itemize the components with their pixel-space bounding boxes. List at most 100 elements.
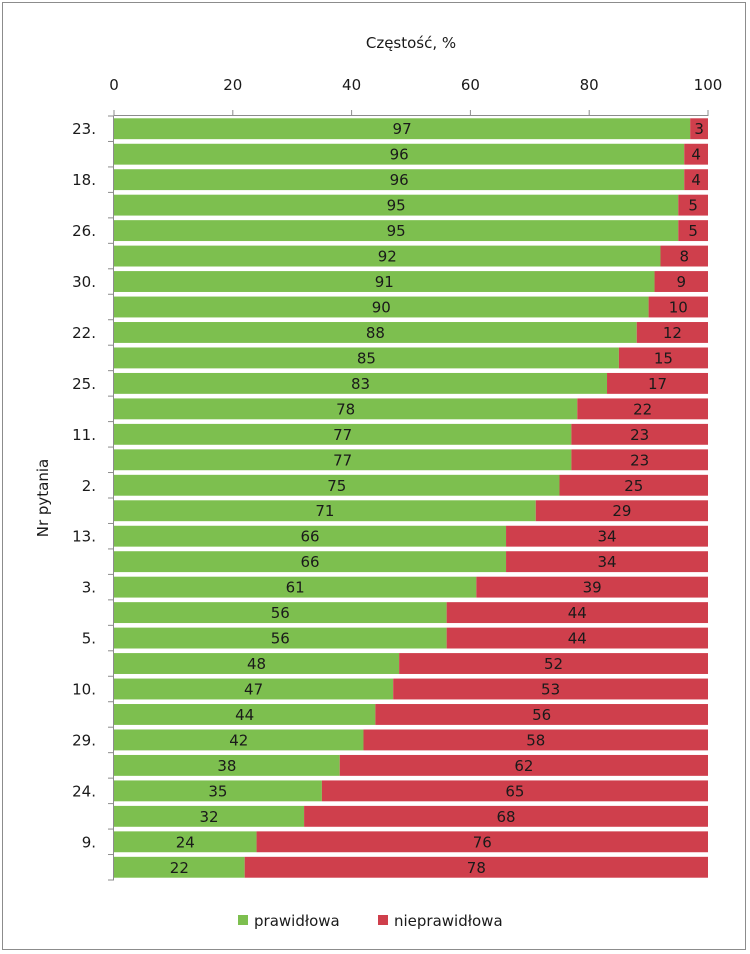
label-nieprawidlowa-1: 4: [691, 146, 701, 164]
bar-nieprawidlowa-13: [571, 449, 708, 471]
y-tick-label-26: 24.: [72, 782, 96, 800]
label-prawidlowa-10: 83: [351, 375, 370, 393]
x-ticks-layer: 0 20 40 60 80 100: [109, 76, 722, 116]
bar-nieprawidlowa-0: [690, 118, 708, 140]
label-prawidlowa-8: 88: [366, 324, 385, 342]
label-prawidlowa-25: 38: [217, 757, 236, 775]
x-tick-label-4: 80: [580, 76, 599, 94]
label-nieprawidlowa-23: 56: [532, 706, 551, 724]
bar-nieprawidlowa-18: [476, 576, 708, 598]
label-nieprawidlowa-24: 58: [526, 731, 545, 749]
bar-prawidlowa-6: [114, 271, 655, 292]
bar-nieprawidlowa-23: [375, 704, 708, 725]
label-nieprawidlowa-6: 9: [676, 273, 686, 291]
bar-nieprawidlowa-11: [577, 398, 708, 420]
bar-prawidlowa-19: [114, 602, 447, 624]
bar-nieprawidlowa-15: [535, 500, 708, 522]
bar-prawidlowa-3: [114, 194, 679, 216]
y-tick-label-20: 5.: [82, 630, 96, 648]
label-prawidlowa-9: 85: [357, 349, 376, 367]
label-prawidlowa-4: 95: [387, 222, 406, 240]
y-tick-label-8: 22.: [72, 324, 96, 342]
bar-nieprawidlowa-16: [506, 525, 708, 547]
label-prawidlowa-15: 71: [315, 502, 334, 520]
bar-nieprawidlowa-5: [660, 245, 708, 267]
label-nieprawidlowa-8: 12: [663, 324, 682, 342]
label-prawidlowa-11: 78: [336, 400, 355, 418]
y-tick-label-2: 18.: [72, 171, 96, 189]
y-tick-label-6: 30.: [72, 273, 96, 291]
y-tick-label-16: 13.: [72, 528, 96, 546]
y-tick-label-12: 11.: [72, 426, 96, 444]
bar-nieprawidlowa-2: [684, 169, 708, 191]
bar-nieprawidlowa-21: [399, 653, 708, 674]
label-prawidlowa-26: 35: [208, 782, 227, 800]
y-ticks-layer: 23. 18. 26. 30. 22. 25. 11. 2. 13. 3. 5. 10. 29. 24. 9…: [72, 115, 114, 881]
label-nieprawidlowa-0: 3: [694, 120, 704, 138]
bar-prawidlowa-15: [114, 500, 536, 522]
legend-label-prawidlowa: prawidłowa: [254, 912, 340, 930]
bars-layer: [114, 118, 708, 878]
legend-swatch-nieprawidlowa: [378, 915, 388, 925]
bar-prawidlowa-14: [114, 474, 560, 496]
legend-swatch-prawidlowa: [238, 915, 248, 925]
y-tick-label-18: 3.: [82, 579, 96, 597]
bar-nieprawidlowa-14: [559, 474, 708, 496]
bar-prawidlowa-0: [114, 118, 691, 140]
bar-prawidlowa-28: [114, 831, 257, 853]
bar-nieprawidlowa-9: [618, 347, 708, 369]
y-tick-label-28: 9.: [82, 833, 96, 851]
label-nieprawidlowa-29: 78: [467, 859, 486, 877]
bar-prawidlowa-10: [114, 372, 608, 394]
bar-prawidlowa-11: [114, 398, 578, 420]
label-prawidlowa-28: 24: [176, 833, 195, 851]
label-prawidlowa-21: 48: [247, 655, 266, 673]
bar-nieprawidlowa-8: [636, 322, 708, 343]
bar-nieprawidlowa-6: [654, 271, 708, 292]
label-nieprawidlowa-2: 4: [691, 171, 701, 189]
label-prawidlowa-27: 32: [199, 808, 218, 826]
label-nieprawidlowa-28: 76: [473, 833, 492, 851]
bar-nieprawidlowa-1: [684, 143, 708, 165]
label-nieprawidlowa-16: 34: [597, 528, 616, 546]
label-nieprawidlowa-3: 5: [688, 197, 698, 215]
legend-label-nieprawidlowa: nieprawidłowa: [394, 912, 503, 930]
label-prawidlowa-1: 96: [390, 146, 409, 164]
bar-prawidlowa-18: [114, 576, 477, 598]
label-nieprawidlowa-11: 22: [633, 400, 652, 418]
bar-prawidlowa-12: [114, 423, 572, 445]
label-nieprawidlowa-12: 23: [630, 426, 649, 444]
bar-nieprawidlowa-22: [393, 678, 708, 700]
bar-prawidlowa-2: [114, 169, 685, 191]
bar-nieprawidlowa-4: [678, 220, 708, 242]
bar-labels-layer: 97 3 96 4 96 4 95 5 95 5 92 8 91 9 90 10 88 12 85 15 83 17 78 2…: [170, 120, 704, 877]
y-tick-label-22: 10.: [72, 681, 96, 699]
bar-nieprawidlowa-28: [256, 831, 708, 853]
label-prawidlowa-29: 22: [170, 859, 189, 877]
label-nieprawidlowa-9: 15: [654, 349, 673, 367]
bar-nieprawidlowa-20: [446, 627, 708, 649]
bar-prawidlowa-8: [114, 322, 637, 343]
label-nieprawidlowa-21: 52: [544, 655, 563, 673]
bar-prawidlowa-25: [114, 754, 340, 776]
y-axis-title: Nr pytania: [34, 459, 52, 538]
bar-prawidlowa-29: [114, 856, 245, 878]
x-tick-label-3: 60: [461, 76, 480, 94]
label-nieprawidlowa-22: 53: [541, 681, 560, 699]
bar-nieprawidlowa-19: [446, 602, 708, 624]
bar-prawidlowa-4: [114, 220, 679, 242]
label-prawidlowa-19: 56: [271, 604, 290, 622]
label-nieprawidlowa-4: 5: [688, 222, 698, 240]
legend: prawidłowa nieprawidłowa: [238, 912, 503, 930]
bar-nieprawidlowa-27: [304, 805, 708, 827]
x-tick-label-2: 40: [342, 76, 361, 94]
bar-nieprawidlowa-17: [506, 551, 708, 573]
label-prawidlowa-24: 42: [229, 731, 248, 749]
bar-prawidlowa-24: [114, 729, 364, 751]
label-nieprawidlowa-7: 10: [669, 299, 688, 317]
y-tick-label-0: 23.: [72, 120, 96, 138]
bar-prawidlowa-1: [114, 143, 685, 165]
bar-nieprawidlowa-12: [571, 423, 708, 445]
bar-prawidlowa-27: [114, 805, 305, 827]
